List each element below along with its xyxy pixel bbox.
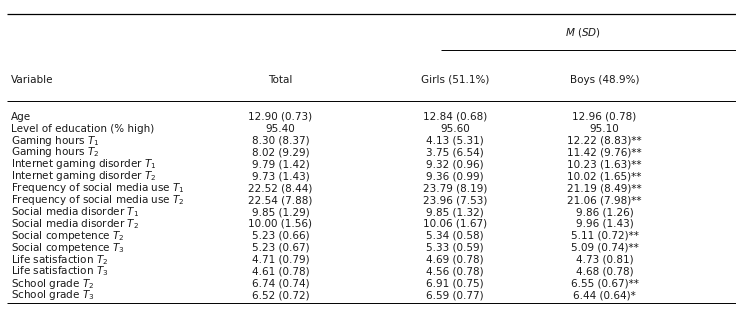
Text: 4.71 (0.79): 4.71 (0.79)	[252, 255, 309, 265]
Text: 5.09 (0.74)**: 5.09 (0.74)**	[571, 243, 638, 253]
Text: School grade $T_3$: School grade $T_3$	[11, 289, 94, 303]
Text: Variable: Variable	[11, 75, 53, 85]
Text: 3.75 (6.54): 3.75 (6.54)	[426, 147, 484, 157]
Text: Internet gaming disorder $T_2$: Internet gaming disorder $T_2$	[11, 169, 156, 183]
Text: 8.02 (9.29): 8.02 (9.29)	[252, 147, 309, 157]
Text: 5.34 (0.58): 5.34 (0.58)	[426, 231, 484, 241]
Text: 10.06 (1.67): 10.06 (1.67)	[424, 219, 487, 229]
Text: 21.06 (7.98)**: 21.06 (7.98)**	[567, 195, 642, 205]
Text: 12.96 (0.78): 12.96 (0.78)	[572, 112, 637, 122]
Text: 9.85 (1.32): 9.85 (1.32)	[426, 207, 484, 217]
Text: Social media disorder $T_2$: Social media disorder $T_2$	[11, 217, 139, 231]
Text: Age: Age	[11, 112, 31, 122]
Text: 21.19 (8.49)**: 21.19 (8.49)**	[567, 183, 642, 193]
Text: Total: Total	[268, 75, 293, 85]
Text: 6.44 (0.64)*: 6.44 (0.64)*	[573, 290, 636, 301]
Text: 12.22 (8.83)**: 12.22 (8.83)**	[567, 136, 642, 145]
Text: 4.13 (5.31): 4.13 (5.31)	[426, 136, 484, 145]
Text: 95.40: 95.40	[265, 124, 296, 134]
Text: 9.73 (1.43): 9.73 (1.43)	[252, 171, 309, 181]
Text: 4.56 (0.78): 4.56 (0.78)	[426, 267, 484, 276]
Text: 95.10: 95.10	[590, 124, 620, 134]
Text: Life satisfaction $T_2$: Life satisfaction $T_2$	[11, 253, 108, 267]
Text: 12.90 (0.73): 12.90 (0.73)	[248, 112, 313, 122]
Text: 9.96 (1.43): 9.96 (1.43)	[576, 219, 633, 229]
Text: 10.23 (1.63)**: 10.23 (1.63)**	[567, 159, 642, 169]
Text: 5.23 (0.67): 5.23 (0.67)	[252, 243, 309, 253]
Text: Internet gaming disorder $T_1$: Internet gaming disorder $T_1$	[11, 157, 157, 171]
Text: 9.36 (0.99): 9.36 (0.99)	[426, 171, 484, 181]
Text: 23.79 (8.19): 23.79 (8.19)	[423, 183, 487, 193]
Text: 95.60: 95.60	[441, 124, 470, 134]
Text: Social competence $T_3$: Social competence $T_3$	[11, 241, 125, 255]
Text: 4.61 (0.78): 4.61 (0.78)	[252, 267, 309, 276]
Text: Social media disorder $T_1$: Social media disorder $T_1$	[11, 205, 139, 219]
Text: 11.42 (9.76)**: 11.42 (9.76)**	[567, 147, 642, 157]
Text: 8.30 (8.37): 8.30 (8.37)	[252, 136, 309, 145]
Text: 4.69 (0.78): 4.69 (0.78)	[426, 255, 484, 265]
Text: 5.33 (0.59): 5.33 (0.59)	[426, 243, 484, 253]
Text: 5.11 (0.72)**: 5.11 (0.72)**	[571, 231, 638, 241]
Text: 6.74 (0.74): 6.74 (0.74)	[252, 278, 309, 289]
Text: 4.68 (0.78): 4.68 (0.78)	[576, 267, 633, 276]
Text: 6.59 (0.77): 6.59 (0.77)	[426, 290, 484, 301]
Text: 4.73 (0.81): 4.73 (0.81)	[576, 255, 633, 265]
Text: 22.54 (7.88): 22.54 (7.88)	[248, 195, 313, 205]
Text: Girls (51.1%): Girls (51.1%)	[421, 75, 490, 85]
Text: School grade $T_2$: School grade $T_2$	[11, 276, 94, 290]
Text: Frequency of social media use $T_1$: Frequency of social media use $T_1$	[11, 181, 185, 195]
Text: 10.02 (1.65)**: 10.02 (1.65)**	[568, 171, 642, 181]
Text: 10.00 (1.56): 10.00 (1.56)	[248, 219, 313, 229]
Text: 6.91 (0.75): 6.91 (0.75)	[426, 278, 484, 289]
Text: 6.55 (0.67)**: 6.55 (0.67)**	[571, 278, 638, 289]
Text: 5.23 (0.66): 5.23 (0.66)	[252, 231, 309, 241]
Text: 12.84 (0.68): 12.84 (0.68)	[423, 112, 487, 122]
Text: Level of education (% high): Level of education (% high)	[11, 124, 155, 134]
Text: $M$ $(SD)$: $M$ $(SD)$	[565, 25, 600, 38]
Text: 22.52 (8.44): 22.52 (8.44)	[248, 183, 313, 193]
Text: Frequency of social media use $T_2$: Frequency of social media use $T_2$	[11, 193, 184, 207]
Text: Social competence $T_2$: Social competence $T_2$	[11, 229, 125, 243]
Text: Life satisfaction $T_3$: Life satisfaction $T_3$	[11, 265, 108, 278]
Text: 9.85 (1.29): 9.85 (1.29)	[252, 207, 309, 217]
Text: 9.86 (1.26): 9.86 (1.26)	[576, 207, 633, 217]
Text: 9.79 (1.42): 9.79 (1.42)	[252, 159, 309, 169]
Text: 9.32 (0.96): 9.32 (0.96)	[426, 159, 484, 169]
Text: 6.52 (0.72): 6.52 (0.72)	[252, 290, 309, 301]
Text: Boys (48.9%): Boys (48.9%)	[570, 75, 639, 85]
Text: Gaming hours $T_2$: Gaming hours $T_2$	[11, 145, 100, 159]
Text: 23.96 (7.53): 23.96 (7.53)	[423, 195, 487, 205]
Text: Gaming hours $T_1$: Gaming hours $T_1$	[11, 134, 100, 147]
